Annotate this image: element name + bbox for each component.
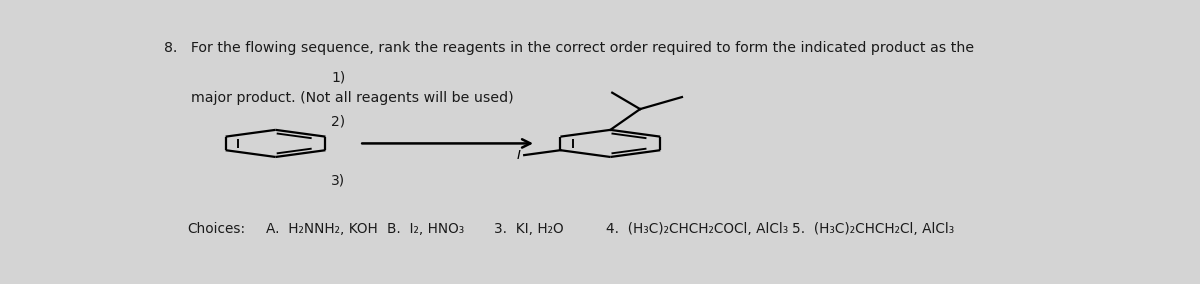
Text: 3): 3): [331, 174, 346, 188]
Text: 5.  (H₃C)₂CHCH₂Cl, AlCl₃: 5. (H₃C)₂CHCH₂Cl, AlCl₃: [792, 222, 954, 236]
Text: B.  I₂, HNO₃: B. I₂, HNO₃: [388, 222, 464, 236]
Text: 8.   For the flowing sequence, rank the reagents in the correct order required t: 8. For the flowing sequence, rank the re…: [164, 41, 974, 55]
Text: 1): 1): [331, 71, 346, 85]
Text: I: I: [516, 149, 521, 162]
Text: 4.  (H₃C)₂CHCH₂COCl, AlCl₃: 4. (H₃C)₂CHCH₂COCl, AlCl₃: [606, 222, 788, 236]
Text: A.  H₂NNH₂, KOH: A. H₂NNH₂, KOH: [266, 222, 378, 236]
Text: Choices:: Choices:: [187, 222, 245, 236]
Text: major product. (Not all reagents will be used): major product. (Not all reagents will be…: [164, 91, 514, 105]
Text: 3.  KI, H₂O: 3. KI, H₂O: [494, 222, 564, 236]
Text: 2): 2): [331, 114, 346, 129]
